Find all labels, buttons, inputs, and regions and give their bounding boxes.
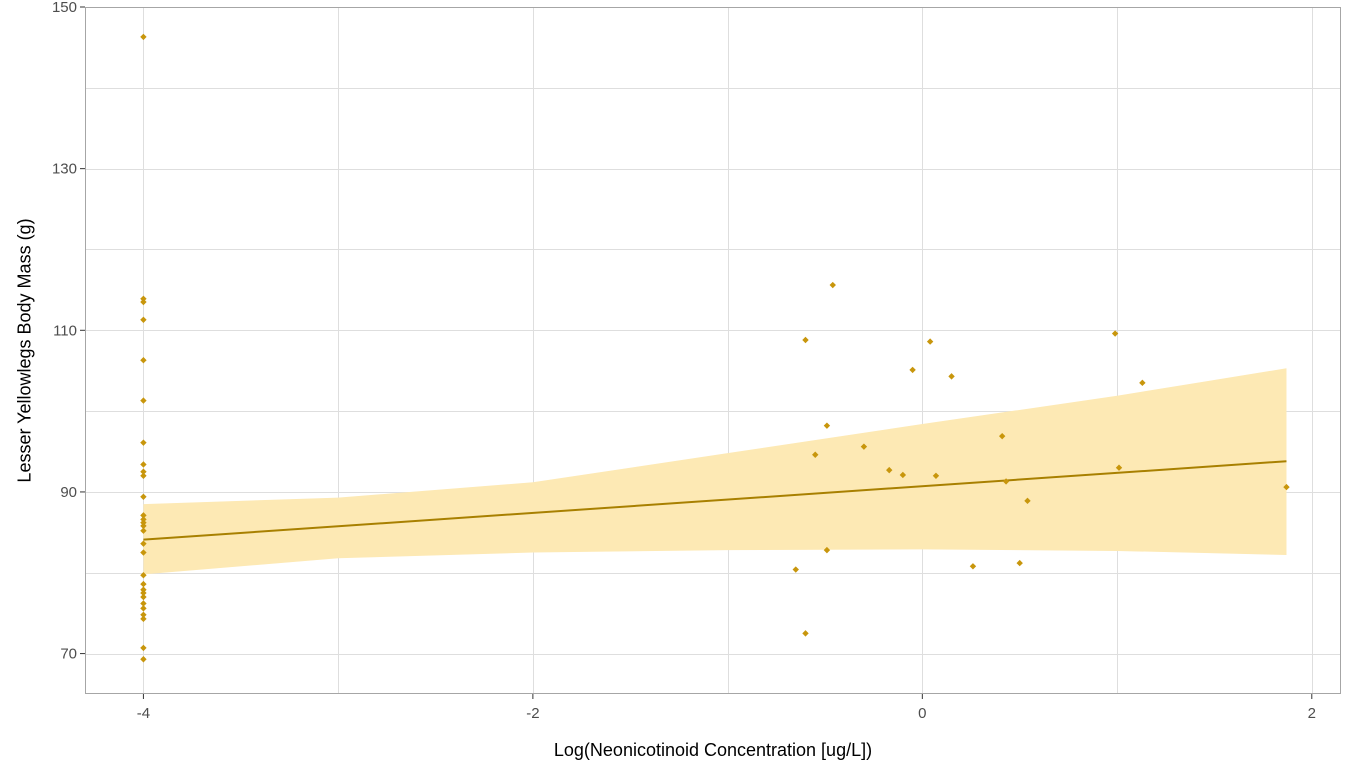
data-point <box>1024 497 1031 505</box>
fit-line-group <box>143 460 1287 541</box>
data-point <box>140 571 147 579</box>
data-point <box>140 549 147 556</box>
data-point <box>140 519 147 526</box>
data-point <box>1139 379 1146 387</box>
data-point <box>886 466 893 474</box>
regression-line <box>143 460 1287 541</box>
data-point <box>140 493 147 500</box>
data-point <box>1115 464 1123 471</box>
data-point <box>140 461 147 468</box>
data-point <box>140 605 147 612</box>
data-point <box>823 546 831 554</box>
data-point <box>140 656 147 663</box>
data-point <box>812 451 819 458</box>
data-point <box>792 566 799 573</box>
x-axis-title: Log(Neonicotinoid Concentration [ug/L]) <box>554 740 872 760</box>
data-point <box>899 471 907 479</box>
data-points <box>140 33 1290 663</box>
data-point <box>932 472 940 479</box>
data-point <box>140 468 147 475</box>
data-point <box>140 580 147 588</box>
data-point <box>140 527 147 534</box>
data-point <box>140 295 147 302</box>
data-point <box>926 338 934 345</box>
data-point <box>998 432 1006 440</box>
data-point <box>140 644 147 652</box>
confidence-band <box>143 368 1287 575</box>
data-point <box>140 611 147 618</box>
y-tick-label: 150 <box>52 0 77 16</box>
data-point <box>829 281 836 289</box>
data-point <box>969 563 977 570</box>
data-point <box>802 336 809 344</box>
y-tick-label: 110 <box>53 322 77 339</box>
data-point <box>1002 478 1010 485</box>
x-tick-label: -2 <box>526 705 539 722</box>
data-point <box>140 600 147 607</box>
data-point <box>140 33 147 41</box>
y-tick-label: 70 <box>60 646 77 663</box>
data-point <box>140 298 147 306</box>
data-point <box>860 443 868 450</box>
data-point <box>948 373 955 380</box>
data-point <box>140 356 147 364</box>
grid-lines <box>85 7 1341 694</box>
data-point <box>140 439 147 446</box>
data-point <box>909 366 916 374</box>
y-tick-label: 130 <box>52 161 77 178</box>
data-point <box>1016 559 1023 567</box>
x-tick-label: 2 <box>1308 705 1316 722</box>
data-point <box>140 397 147 404</box>
data-point <box>140 615 147 623</box>
data-point <box>140 593 147 601</box>
confidence-band-group <box>143 368 1287 575</box>
data-point <box>140 472 147 479</box>
data-point <box>140 589 147 597</box>
data-point <box>140 316 147 323</box>
axis-ticks: -4 -2 0 2 70 90 110 130 150 <box>52 0 1316 722</box>
data-point <box>802 630 809 637</box>
x-tick-label: 0 <box>918 705 926 722</box>
plot-frame <box>85 7 1341 694</box>
y-axis-title: Lesser Yellowlegs Body Mass (g) <box>14 218 34 482</box>
data-point <box>140 522 147 530</box>
data-point <box>823 422 831 429</box>
data-point <box>140 540 147 547</box>
data-point <box>140 516 147 523</box>
data-point <box>1111 330 1119 337</box>
data-point <box>140 586 147 593</box>
x-tick-label: -4 <box>137 705 150 722</box>
y-tick-label: 90 <box>60 484 77 501</box>
data-point <box>1283 483 1290 491</box>
data-point <box>140 512 147 519</box>
